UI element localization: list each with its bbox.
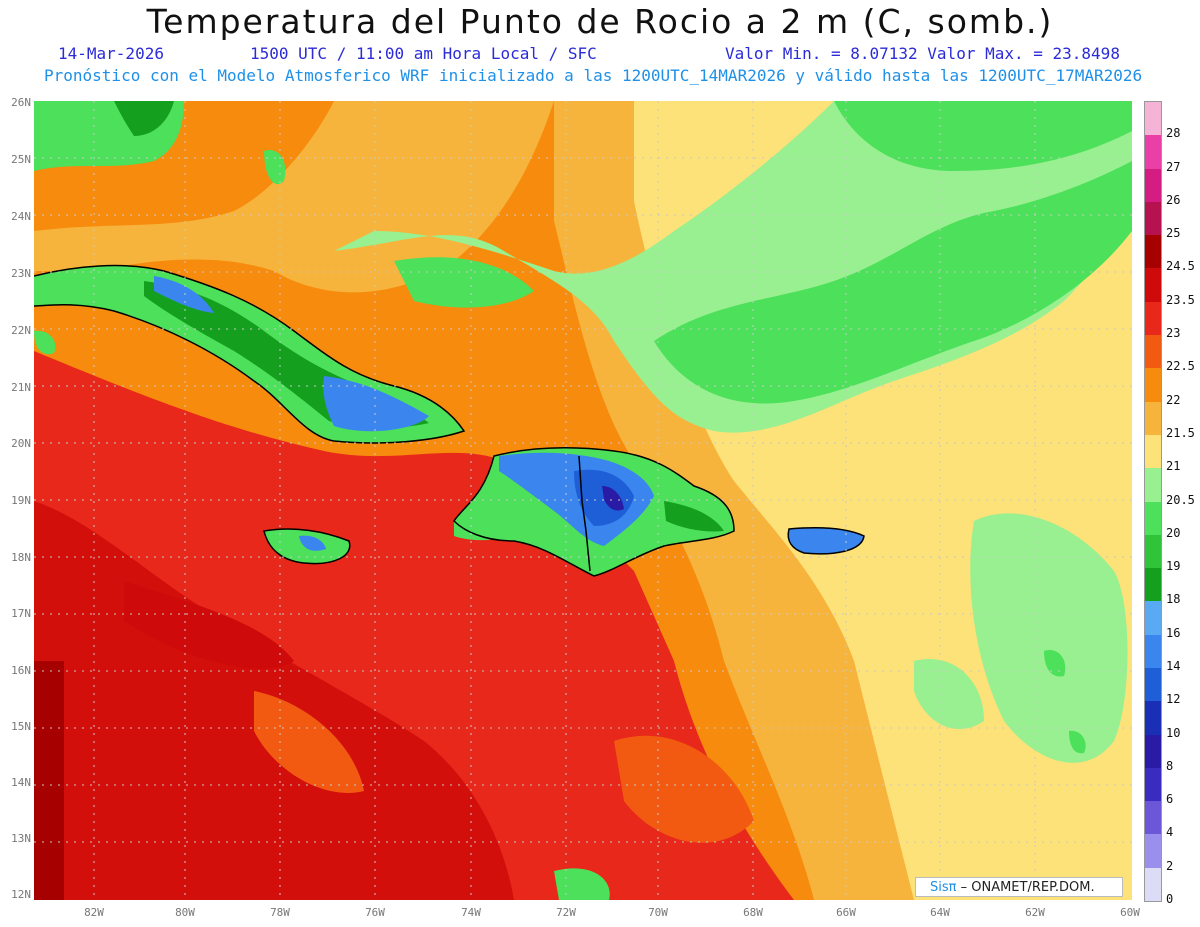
- colorbar-label: 22.5: [1166, 359, 1195, 374]
- lat-label: 26N: [11, 96, 31, 109]
- colorbar-label: 6: [1166, 792, 1174, 807]
- credit-box: Sisπ – ONAMET/REP.DOM.: [915, 877, 1123, 897]
- colorbar-label: 10: [1166, 725, 1181, 740]
- lon-label: 82W: [84, 906, 104, 919]
- colorbar-label: 2: [1166, 858, 1174, 873]
- lon-label: 80W: [175, 906, 195, 919]
- colorbar-swatch: [1145, 335, 1161, 369]
- colorbar-label: 8: [1166, 758, 1174, 773]
- lon-label: 70W: [648, 906, 668, 919]
- lat-label: 20N: [11, 437, 31, 450]
- lon-label: 78W: [270, 906, 290, 919]
- lat-label: 14N: [11, 776, 31, 789]
- colorbar-label: 25: [1166, 226, 1181, 241]
- colorbar-label: 24.5: [1166, 259, 1195, 274]
- colorbar-swatch: [1145, 201, 1161, 236]
- colorbar-label: 0: [1166, 892, 1174, 906]
- lat-label: 12N: [11, 888, 31, 901]
- colorbar-label: 23: [1166, 326, 1181, 341]
- map-title: Temperatura del Punto de Rocio a 2 m (C,…: [146, 2, 1054, 41]
- colorbar-swatch: [1145, 368, 1161, 403]
- colorbar-label: 21.5: [1166, 425, 1195, 440]
- map-shading: [34, 101, 1132, 900]
- lon-label: 60W: [1120, 906, 1140, 919]
- lon-label: 76W: [365, 906, 385, 919]
- colorbar-swatch: [1145, 168, 1161, 203]
- colorbar-label: 26: [1166, 192, 1181, 207]
- lon-label: 64W: [930, 906, 950, 919]
- colorbar-label: 21: [1166, 459, 1181, 474]
- colorbar-swatch: [1145, 268, 1161, 303]
- colorbar-swatch: [1145, 135, 1161, 170]
- colorbar-swatch: [1145, 667, 1161, 702]
- dewpoint-map: [34, 101, 1132, 900]
- colorbar-swatch: [1145, 734, 1161, 769]
- colorbar-swatch: [1145, 301, 1161, 336]
- colorbar-swatch: [1145, 767, 1161, 802]
- colorbar-label: 23.5: [1166, 292, 1195, 307]
- lon-label: 72W: [556, 906, 576, 919]
- colorbar-label: 22: [1166, 392, 1181, 407]
- lat-label: 21N: [11, 381, 31, 394]
- colorbar-swatch: [1145, 401, 1161, 436]
- colorbar: [1144, 101, 1162, 902]
- model-info: Pronóstico con el Modelo Atmosferico WRF…: [44, 66, 1143, 85]
- lat-label: 18N: [11, 551, 31, 564]
- colorbar-swatch: [1145, 834, 1161, 869]
- lat-label: 22N: [11, 324, 31, 337]
- lat-label: 25N: [11, 153, 31, 166]
- lon-label: 74W: [461, 906, 481, 919]
- brand-logo: Sisπ: [930, 880, 957, 895]
- lat-label: 16N: [11, 664, 31, 677]
- credit-text: – ONAMET/REP.DOM.: [960, 880, 1095, 895]
- valid-time: 1500 UTC / 11:00 am Hora Local / SFC: [250, 44, 597, 63]
- colorbar-swatch: [1145, 534, 1161, 569]
- lon-label: 66W: [836, 906, 856, 919]
- colorbar-label: 28: [1166, 126, 1181, 141]
- colorbar-swatch: [1145, 634, 1161, 669]
- colorbar-label: 12: [1166, 692, 1181, 707]
- lat-label: 17N: [11, 607, 31, 620]
- colorbar-label: 20.5: [1166, 492, 1195, 507]
- min-max-values: Valor Min. = 8.07132 Valor Max. = 23.849…: [725, 44, 1120, 63]
- colorbar-label: 14: [1166, 658, 1181, 673]
- colorbar-swatch: [1145, 434, 1161, 469]
- colorbar-label: 16: [1166, 625, 1181, 640]
- lat-label: 13N: [11, 832, 31, 845]
- colorbar-label: 18: [1166, 592, 1181, 607]
- colorbar-swatch: [1145, 601, 1161, 636]
- colorbar-label: 27: [1166, 159, 1181, 174]
- lat-label: 15N: [11, 720, 31, 733]
- colorbar-label: 4: [1166, 825, 1174, 840]
- colorbar-swatch: [1145, 701, 1161, 736]
- lat-label: 23N: [11, 267, 31, 280]
- colorbar-swatch: [1145, 501, 1161, 536]
- colorbar-swatch: [1145, 102, 1161, 136]
- colorbar-swatch: [1145, 568, 1161, 602]
- colorbar-swatch: [1145, 801, 1161, 835]
- lon-label: 68W: [743, 906, 763, 919]
- colorbar-swatch: [1145, 867, 1161, 902]
- colorbar-label: 19: [1166, 559, 1181, 574]
- lat-label: 19N: [11, 494, 31, 507]
- lat-label: 24N: [11, 210, 31, 223]
- colorbar-label: 20: [1166, 525, 1181, 540]
- valid-date: 14-Mar-2026: [58, 44, 164, 63]
- colorbar-swatch: [1145, 468, 1161, 502]
- lon-label: 62W: [1025, 906, 1045, 919]
- colorbar-swatch: [1145, 235, 1161, 269]
